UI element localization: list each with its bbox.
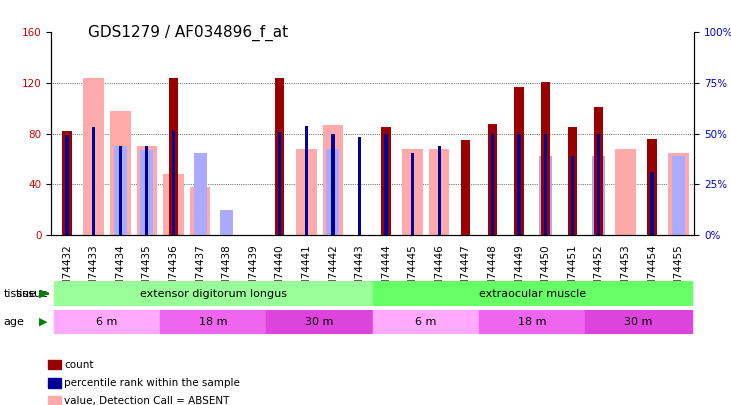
Bar	[220, 210, 233, 235]
Bar	[491, 134, 494, 235]
Text: age: age	[4, 317, 25, 327]
Bar	[327, 149, 339, 235]
Text: 18 m: 18 m	[199, 317, 227, 327]
Bar	[429, 149, 450, 235]
Bar	[62, 131, 72, 235]
Bar	[479, 310, 586, 334]
Bar	[672, 156, 685, 235]
Bar	[118, 146, 122, 235]
Bar	[140, 150, 154, 235]
Bar	[322, 125, 343, 235]
Text: count: count	[64, 360, 94, 369]
Text: 6 m: 6 m	[96, 317, 118, 327]
Text: extensor digitorum longus: extensor digitorum longus	[140, 289, 287, 298]
Bar	[668, 153, 689, 235]
Bar	[114, 146, 126, 235]
Bar	[461, 140, 471, 235]
Bar	[331, 134, 335, 235]
Bar	[373, 281, 692, 306]
Bar	[267, 310, 373, 334]
Bar	[194, 153, 207, 235]
Bar	[586, 310, 692, 334]
Bar	[515, 87, 523, 235]
Bar	[594, 107, 603, 235]
Bar	[518, 134, 520, 235]
Bar	[539, 156, 552, 235]
Text: GDS1279 / AF034896_f_at: GDS1279 / AF034896_f_at	[88, 24, 288, 40]
Bar	[163, 174, 183, 235]
Text: ▶: ▶	[39, 289, 48, 298]
Bar	[438, 146, 441, 235]
Bar	[190, 187, 211, 235]
Bar	[373, 310, 479, 334]
Bar	[305, 126, 308, 235]
Bar	[160, 310, 267, 334]
Bar	[145, 146, 148, 235]
Bar	[615, 149, 635, 235]
Text: percentile rank within the sample: percentile rank within the sample	[64, 378, 240, 388]
Bar	[382, 127, 391, 235]
Bar	[403, 149, 423, 235]
Bar	[651, 172, 654, 235]
Bar	[570, 156, 574, 235]
Bar	[567, 127, 577, 235]
Bar	[66, 135, 69, 235]
Text: 18 m: 18 m	[518, 317, 547, 327]
Bar	[278, 132, 281, 235]
Text: 6 m: 6 m	[415, 317, 436, 327]
Bar	[137, 146, 157, 235]
Bar	[169, 78, 178, 235]
Bar	[83, 78, 104, 235]
Text: tissue: tissue	[4, 289, 37, 298]
Bar	[597, 134, 600, 235]
Bar	[488, 124, 497, 235]
Bar	[358, 137, 361, 235]
Bar	[172, 131, 175, 235]
Bar	[275, 78, 284, 235]
Bar	[92, 127, 95, 235]
Text: ▶: ▶	[39, 317, 48, 327]
Bar	[592, 156, 605, 235]
Bar	[647, 139, 656, 235]
Bar	[54, 310, 160, 334]
Text: extraocular muscle: extraocular muscle	[479, 289, 586, 298]
Bar	[296, 149, 317, 235]
Bar	[110, 111, 131, 235]
Bar	[411, 153, 414, 235]
Bar	[541, 82, 550, 235]
Text: 30 m: 30 m	[624, 317, 653, 327]
Bar	[54, 281, 373, 306]
Bar	[385, 134, 387, 235]
Text: 30 m: 30 m	[306, 317, 334, 327]
Bar	[544, 134, 548, 235]
Text: tissue: tissue	[15, 289, 48, 298]
Text: value, Detection Call = ABSENT: value, Detection Call = ABSENT	[64, 396, 230, 405]
